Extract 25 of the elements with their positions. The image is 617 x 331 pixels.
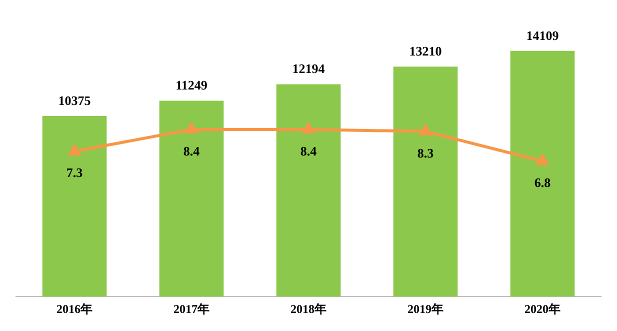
point bbox=[536, 154, 548, 166]
data-label: 13210 bbox=[409, 43, 442, 58]
point bbox=[186, 122, 198, 134]
data-label: 7.3 bbox=[66, 165, 84, 180]
bar bbox=[393, 66, 458, 297]
data-label: 8.3 bbox=[417, 145, 434, 160]
x-tick-label: 2020年 bbox=[524, 302, 560, 316]
x-tick-label: 2018年 bbox=[290, 302, 326, 316]
bar bbox=[510, 50, 575, 297]
data-label: 8.4 bbox=[183, 143, 200, 158]
data-label: 11249 bbox=[176, 78, 208, 93]
data-label: 12194 bbox=[292, 61, 326, 76]
bar bbox=[276, 84, 341, 297]
bar bbox=[159, 100, 224, 297]
point bbox=[302, 122, 314, 134]
point bbox=[420, 124, 432, 136]
bar bbox=[42, 116, 107, 297]
data-label: 14109 bbox=[526, 28, 560, 43]
x-tick-label: 2019年 bbox=[408, 302, 444, 316]
x-tick-label: 2016年 bbox=[56, 302, 92, 316]
point bbox=[68, 144, 80, 156]
data-label: 8.4 bbox=[300, 143, 318, 158]
data-label: 10375 bbox=[58, 92, 92, 108]
x-tick-label: 2017年 bbox=[174, 302, 210, 316]
data-label: 6.8 bbox=[534, 175, 552, 190]
